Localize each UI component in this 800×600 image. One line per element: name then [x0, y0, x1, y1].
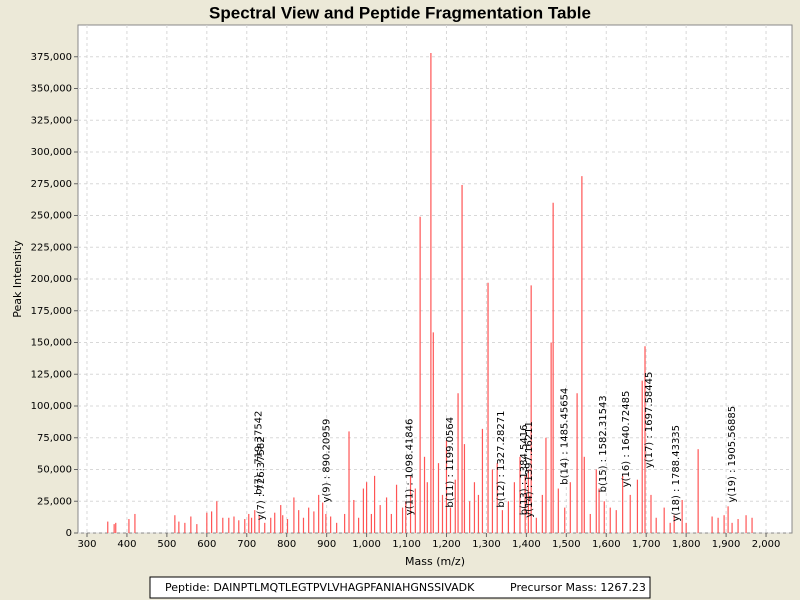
footer-box [149, 576, 651, 599]
ion-annotation: y(16) : 1640.72485 [621, 391, 632, 488]
ion-annotation: y(14) : 1397.16211 [524, 421, 535, 518]
y-tick-label: 225,000 [31, 242, 72, 253]
ion-annotation: y(18) : 1788.43335 [671, 425, 682, 522]
y-tick-label: 350,000 [31, 84, 72, 95]
y-tick-label: 75,000 [37, 433, 72, 444]
y-tick-label: 300,000 [31, 147, 72, 158]
y-tick-label: 50,000 [37, 465, 72, 476]
x-axis-label: Mass (m/z) [405, 555, 465, 568]
ion-annotation: b(7) : 719.37542 [253, 411, 264, 495]
y-tick-label: 375,000 [31, 52, 72, 63]
x-tick-label: 600 [197, 539, 216, 550]
y-tick-label: 125,000 [31, 369, 72, 380]
ion-annotation: y(17) : 1697.58445 [644, 372, 655, 469]
y-tick-label: 250,000 [31, 211, 72, 222]
ion-annotation: y(19) : 1905.56885 [727, 406, 738, 503]
x-tick-label: 400 [117, 539, 136, 550]
y-tick-label: 325,000 [31, 115, 72, 126]
x-tick-label: 2,000 [752, 539, 781, 550]
x-tick-label: 1,300 [472, 539, 501, 550]
x-tick-label: 700 [237, 539, 256, 550]
y-tick-label: 200,000 [31, 274, 72, 285]
peptide: Peptide: DAINPTLMQTLEGTPVLVHAGPFANIAHGNS… [165, 581, 475, 594]
x-tick-label: 1,500 [552, 539, 581, 550]
y-tick-label: 0 [66, 528, 72, 539]
x-tick-label: 800 [277, 539, 296, 550]
ion-annotation: b(15) : 1582.31543 [598, 395, 609, 492]
x-tick-label: 1,800 [672, 539, 701, 550]
ion-annotation: y(9) : 890.20959 [322, 419, 333, 503]
y-tick-label: 275,000 [31, 179, 72, 190]
x-tick-label: 900 [317, 539, 336, 550]
precursor-mass: Precursor Mass: 1267.23 [510, 581, 646, 594]
ion-annotation: y(7) : 726.37582 [256, 436, 267, 520]
x-tick-label: 1,600 [592, 539, 621, 550]
y-axis-label: Peak Intensity [11, 240, 24, 318]
x-tick-label: 1,900 [712, 539, 741, 550]
y-tick-label: 25,000 [37, 496, 72, 507]
x-tick-label: 1,400 [512, 539, 541, 550]
ion-annotation: b(14) : 1485.45654 [559, 388, 570, 485]
x-tick-label: 500 [157, 539, 176, 550]
x-tick-label: 1,200 [432, 539, 461, 550]
ion-annotation: b(11) : 1199.0564 [445, 417, 456, 508]
x-tick-label: 300 [77, 539, 96, 550]
y-tick-label: 100,000 [31, 401, 72, 412]
x-tick-label: 1,700 [632, 539, 661, 550]
y-tick-label: 175,000 [31, 306, 72, 317]
ion-annotation: b(12) : 1327.28271 [496, 411, 507, 508]
y-tick-label: 150,000 [31, 338, 72, 349]
x-tick-label: 1,100 [392, 539, 421, 550]
chart-title: Spectral View and Peptide Fragmentation … [209, 3, 591, 22]
ion-annotation: y(11) : 1098.41846 [405, 419, 416, 516]
ion-annotation: b(13) : 1384.5416 [519, 425, 530, 516]
x-tick-label: 1,000 [352, 539, 381, 550]
